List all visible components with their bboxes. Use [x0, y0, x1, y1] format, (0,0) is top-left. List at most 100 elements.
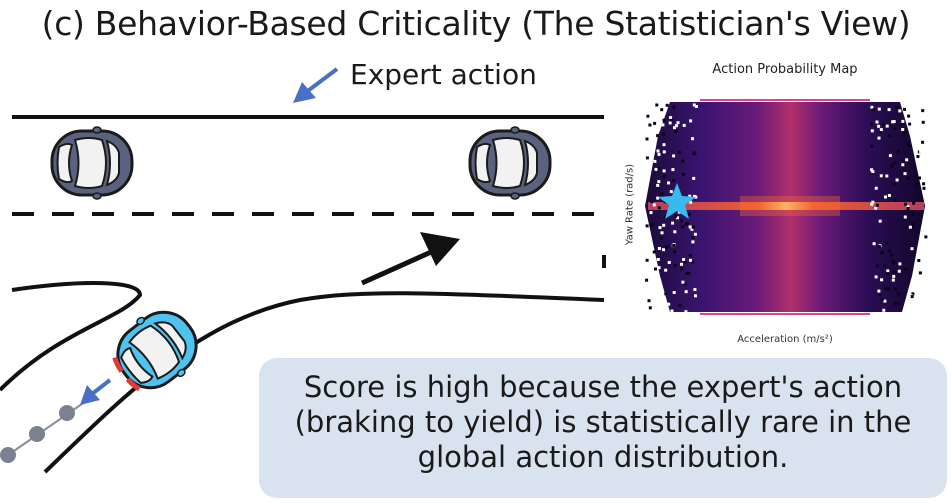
trajectory-dot	[29, 426, 45, 442]
heatmap-cell	[687, 271, 691, 275]
heatmap-cell	[645, 224, 649, 228]
heatmap-cell	[916, 155, 920, 158]
heatmap-cell	[652, 132, 656, 136]
heatmap-cell	[919, 304, 923, 308]
heatmap-cell	[877, 289, 881, 293]
heatmap-cell	[918, 147, 922, 151]
heatmap-cell	[908, 144, 912, 148]
heatmap-cell	[880, 298, 884, 302]
heatmap-cell	[911, 292, 915, 296]
heatmap-cell	[870, 144, 874, 148]
heatmap-cell	[663, 215, 667, 219]
heatmap-cell	[664, 246, 668, 249]
heatmap-cell	[671, 221, 675, 225]
heatmap-cell	[903, 131, 907, 135]
heatmap-cell	[877, 124, 881, 128]
heatmap-cell	[890, 164, 894, 168]
heatmap-cell	[650, 140, 654, 144]
heatmap-cell	[678, 303, 682, 307]
heatmap-cell	[892, 270, 896, 274]
heatmap-cell	[921, 120, 925, 124]
heatmap-cell	[659, 236, 663, 240]
heatmap-cell	[882, 308, 886, 312]
heatmap-cell	[650, 223, 654, 227]
heatmap-cell	[911, 224, 915, 228]
heatmap-cell	[671, 178, 675, 182]
heatmap-cell	[684, 310, 688, 314]
heatmap-cell	[673, 250, 677, 254]
heatmap-cell	[673, 263, 677, 267]
heatmap-cell	[669, 116, 673, 119]
action-probability-heatmap	[645, 99, 928, 315]
heatmap-cell	[871, 108, 875, 112]
heatmap-cell	[654, 279, 657, 283]
heatmap-cell	[874, 275, 878, 279]
heatmap-cell	[898, 262, 902, 266]
heatmap-sparse-cells	[645, 102, 928, 314]
heatmap-cell	[647, 299, 651, 303]
heatmap-cell	[901, 128, 905, 131]
heatmap-cell	[924, 261, 928, 265]
heatmap-cell	[888, 134, 892, 138]
heatmap-cell	[874, 186, 878, 190]
heatmap-cell	[887, 194, 891, 197]
brake-arrow-head	[80, 385, 100, 405]
heatmap-cell	[674, 124, 678, 128]
heatmap-cell	[915, 279, 919, 283]
heatmap-cell	[657, 127, 661, 131]
heatmap-cell	[656, 183, 660, 187]
heatmap-cell	[657, 186, 661, 190]
gray-car-left	[50, 125, 134, 201]
caption-text: Score is high because the expert's actio…	[294, 370, 912, 474]
heatmap-cell	[885, 241, 889, 245]
heatmap-cell	[684, 290, 688, 294]
heatmap-cell	[673, 230, 677, 234]
figure-title: (c) Behavior-Based Criticality (The Stat…	[41, 4, 911, 43]
heatmap-cell	[646, 119, 650, 123]
heatmap-cell	[915, 182, 919, 186]
heatmap-cell	[917, 259, 921, 262]
heatmap-cell	[660, 231, 664, 235]
heatmap-cell	[694, 294, 697, 298]
trajectory-trail	[7, 394, 96, 456]
heatmap-cell	[672, 105, 676, 109]
heatmap-cell	[683, 260, 687, 264]
heatmap-cell	[659, 102, 663, 105]
heatmap-cell	[897, 292, 901, 296]
heatmap-cell	[906, 142, 909, 146]
heatmap-cell	[878, 130, 882, 134]
heatmap-cell	[662, 248, 665, 252]
heatmap-cell	[901, 119, 905, 123]
heatmap-cell	[657, 180, 661, 184]
heatmap-cell	[921, 109, 925, 113]
heatmap-cell	[895, 106, 899, 110]
heatmap-cell	[669, 190, 673, 194]
heatmap-cell	[892, 120, 896, 124]
heatmap-cell	[653, 121, 657, 125]
heatmap-cell	[650, 200, 654, 204]
heatmap-cell	[908, 122, 912, 126]
heatmap-cell	[903, 107, 906, 111]
heatmap-cell	[891, 259, 895, 263]
heatmap-cell	[904, 202, 907, 206]
heatmap-cell	[692, 176, 696, 180]
heatmap-cell	[662, 143, 666, 147]
heatmap-cell	[662, 174, 666, 178]
caption-box: Score is high because the expert's actio…	[259, 358, 947, 498]
heatmap-cell	[887, 108, 891, 112]
heatmap-cell	[661, 123, 665, 127]
heatmap-cell	[645, 258, 649, 262]
heatmap-cell	[908, 225, 912, 229]
heatmap-cell	[915, 305, 919, 309]
heatmap-cell	[911, 122, 915, 126]
heatmap-cell	[660, 192, 664, 196]
brake-arrow	[90, 378, 112, 396]
heatmap-cell	[903, 172, 907, 176]
heatmap-cell	[690, 227, 694, 231]
heatmap-cell	[653, 159, 657, 163]
heatmap-cell	[897, 302, 901, 306]
heatmap-cell	[682, 123, 686, 127]
heatmap-cell	[651, 126, 655, 130]
heatmap-cell	[888, 249, 892, 253]
heatmap-cell	[687, 212, 691, 216]
